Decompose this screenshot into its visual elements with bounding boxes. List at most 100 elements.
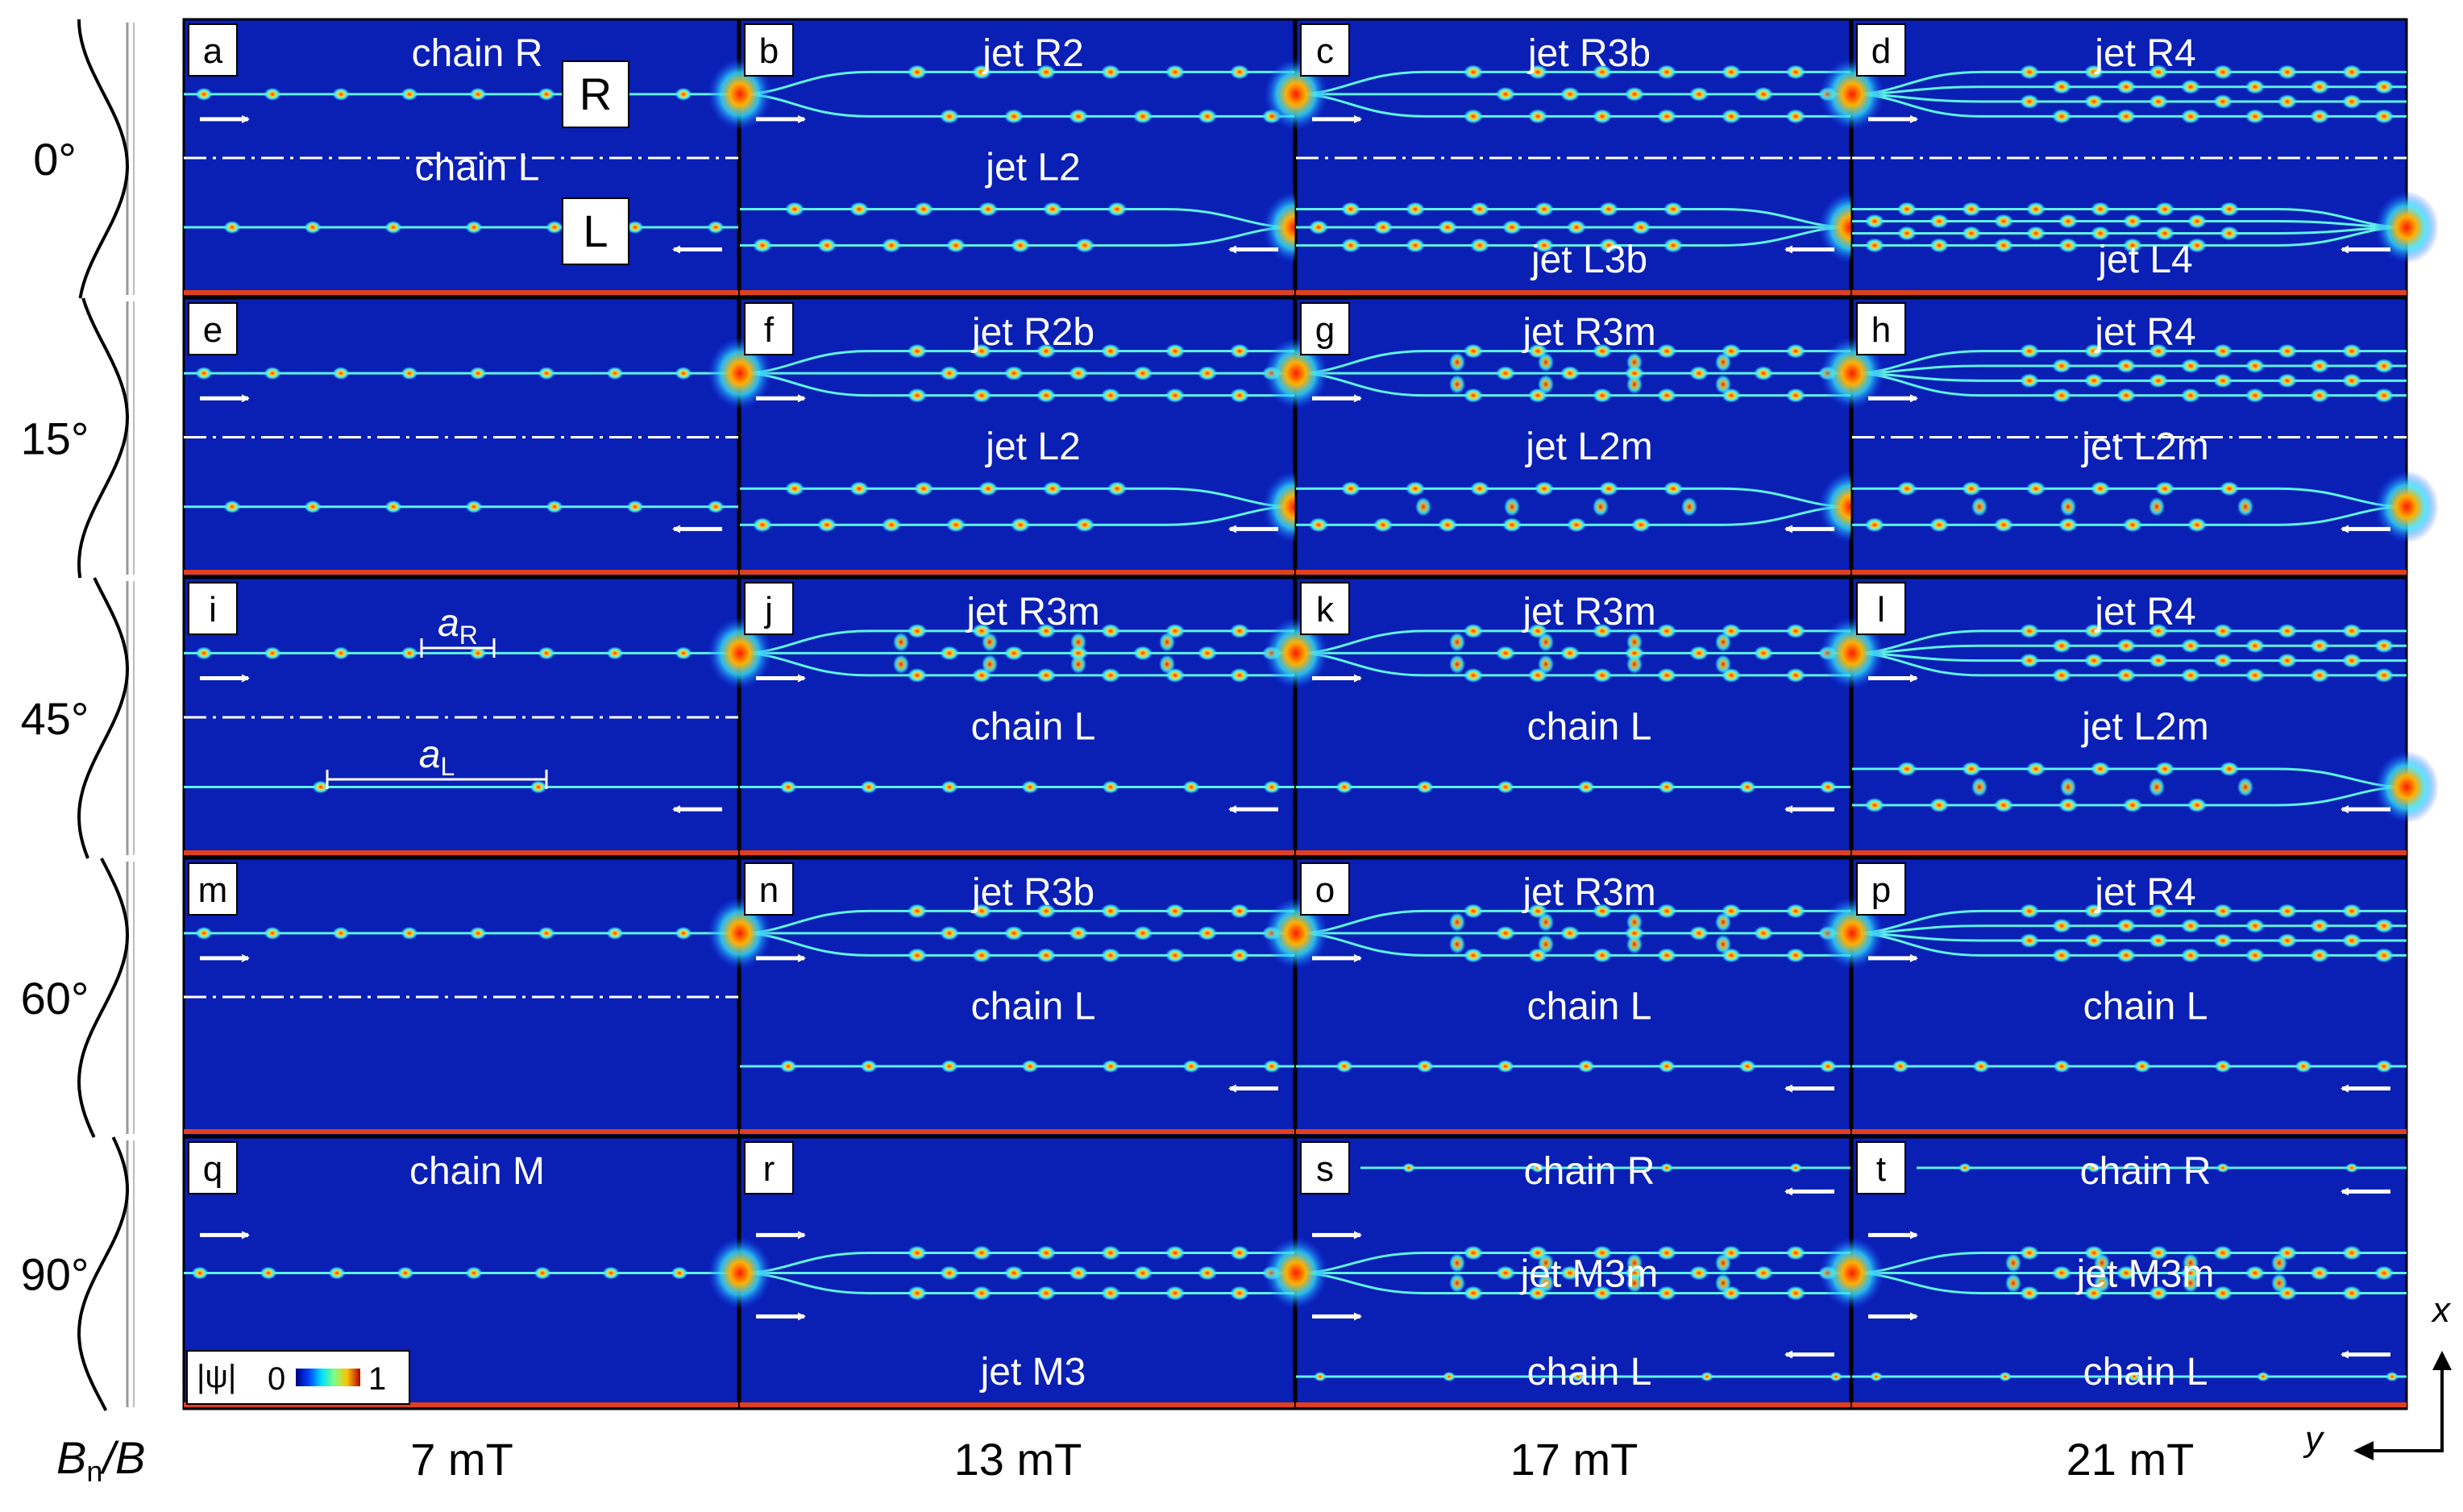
edge-chain-top-vortex	[2345, 1163, 2358, 1173]
top-jet-vortex	[908, 903, 927, 919]
middle-jet-vortex	[2271, 1273, 2287, 1293]
bottom-jet-vortex	[849, 201, 869, 217]
top-chain-vortex	[195, 926, 213, 940]
middle-jet-vortex	[1133, 1265, 1153, 1281]
top-jet-vortex	[2213, 653, 2232, 668]
top-chain-vortex	[675, 367, 692, 380]
bottom-jet-vortex	[849, 481, 869, 496]
panel-r: r jet M3	[708, 1136, 1296, 1410]
bottom-jet-vortex	[1341, 481, 1360, 496]
top-jet-vortex	[2149, 343, 2168, 359]
panel-label: jet L2	[984, 426, 1080, 468]
top-jet-vortex	[2278, 653, 2297, 668]
bottom-jet-vortex	[1929, 214, 1949, 229]
bottom-jet-vortex	[1962, 762, 1981, 776]
bottom-jet-source	[2374, 470, 2439, 543]
top-jet-vortex	[1593, 667, 1612, 683]
middle-jet-vortex	[2005, 1273, 2021, 1293]
top-chain-vortex	[332, 367, 350, 380]
bottom-chain-vortex	[1819, 1060, 1837, 1073]
top-jet-vortex	[1560, 86, 1580, 102]
top-jet-vortex	[2149, 653, 2168, 668]
bottom-jet-vortex	[2187, 238, 2207, 253]
bottom-jet-vortex	[2155, 481, 2174, 496]
bottom-jet-vortex	[2058, 238, 2078, 253]
bottom-jet-vortex	[2220, 481, 2239, 496]
top-jet-vortex	[2374, 388, 2394, 403]
bottom-chain-vortex	[1972, 1060, 1990, 1073]
top-jet-vortex	[1101, 343, 1120, 359]
panel-edge	[1296, 850, 1850, 855]
top-jet-vortex	[1528, 64, 1547, 80]
edge-chain-bottom-vortex	[2257, 1372, 2270, 1381]
top-jet-vortex	[1159, 632, 1175, 652]
top-jet-vortex	[2181, 109, 2200, 124]
middle-jet-vortex	[1538, 1253, 1554, 1273]
top-jet-vortex	[1626, 632, 1643, 652]
panel-edge	[1296, 1129, 1850, 1134]
bottom-chain-vortex	[1102, 780, 1119, 794]
top-jet-vortex	[940, 366, 959, 381]
panel-letter-box	[1300, 862, 1350, 916]
top-jet-vortex	[1722, 109, 1741, 124]
top-jet-vortex	[2278, 94, 2297, 110]
top-chain-vortex	[264, 926, 281, 940]
top-jet-vortex	[2052, 388, 2071, 403]
middle-jet-vortex	[2149, 1286, 2168, 1301]
bottom-jet-vortex	[2237, 496, 2253, 517]
top-jet-vortex	[2213, 903, 2232, 919]
region-box	[562, 60, 629, 128]
field-profile-curve	[77, 297, 130, 579]
top-jet-vortex	[2116, 638, 2136, 654]
middle-jet-vortex	[1538, 1273, 1554, 1293]
bottom-jet-vortex	[2123, 238, 2142, 253]
panel-label: jet R4	[2093, 311, 2195, 354]
middle-jet-vortex	[1786, 1286, 1805, 1301]
panel-letter: i	[209, 590, 217, 629]
top-jet-vortex	[2116, 358, 2136, 373]
x-axis-label: x	[2431, 1290, 2452, 1330]
top-jet-vortex	[1449, 934, 1465, 954]
top-chain-vortex	[606, 367, 624, 380]
bottom-jet-vortex	[1011, 238, 1030, 253]
panel-label: chain L	[1527, 986, 1652, 1028]
panel-letter-box	[1300, 582, 1350, 635]
top-chain-vortex	[469, 926, 487, 940]
edge-chain-top-vortex	[1531, 1163, 1544, 1173]
top-jet-vortex	[1133, 925, 1153, 941]
top-jet-vortex	[908, 948, 927, 963]
bottom-jet-vortex	[1011, 517, 1030, 533]
bottom-jet-vortex	[1567, 517, 1586, 533]
panel-label: jet R3m	[1521, 591, 1655, 633]
top-jet-vortex	[908, 623, 927, 638]
middle-jet-vortex	[972, 1286, 991, 1301]
top-jet-vortex	[2020, 343, 2039, 359]
middle-jet-vortex	[1069, 1265, 1088, 1281]
top-jet-vortex	[1101, 948, 1120, 963]
top-jet-vortex	[2374, 358, 2394, 373]
row-labels: 0° 15° 45° 60° 90°	[21, 19, 135, 1411]
middle-jet-vortex	[1496, 1265, 1515, 1281]
bottom-jet-vortex	[1341, 201, 1360, 217]
top-jet-vortex	[1230, 623, 1249, 638]
top-jet-vortex	[1626, 934, 1643, 954]
panel-letter: k	[1316, 590, 1335, 629]
bottom-jet-vortex	[1535, 238, 1554, 253]
top-jet-vortex	[1464, 948, 1483, 963]
top-jet-vortex	[1657, 903, 1676, 919]
bottom-jet-vortex	[1962, 226, 1981, 241]
bottom-chain-vortex	[707, 500, 725, 513]
panel-edge	[1852, 850, 2407, 855]
panel-edge	[184, 850, 738, 855]
bottom-jet-vortex	[1535, 201, 1554, 217]
top-jet-vortex	[1496, 646, 1515, 661]
bottom-jet-vortex	[2091, 481, 2110, 496]
middle-jet-vortex	[1715, 1273, 1731, 1293]
top-jet-vortex	[2342, 64, 2361, 80]
top-jet-vortex	[1230, 948, 1249, 963]
bottom-jet-vortex	[2123, 798, 2142, 812]
top-chain-vortex	[332, 87, 350, 101]
panel-letter: e	[203, 310, 222, 350]
bottom-jet-vortex	[1406, 201, 1425, 217]
